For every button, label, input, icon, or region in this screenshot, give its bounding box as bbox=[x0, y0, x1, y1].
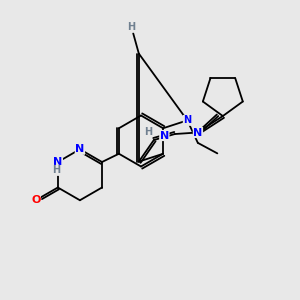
Text: O: O bbox=[31, 195, 40, 205]
Text: N: N bbox=[193, 128, 203, 137]
Text: N: N bbox=[183, 116, 191, 125]
Text: N: N bbox=[53, 157, 62, 167]
Text: N: N bbox=[160, 130, 169, 140]
Text: H: H bbox=[144, 127, 152, 136]
Text: N: N bbox=[75, 144, 85, 154]
Text: H: H bbox=[128, 22, 136, 32]
Text: H: H bbox=[52, 165, 60, 176]
